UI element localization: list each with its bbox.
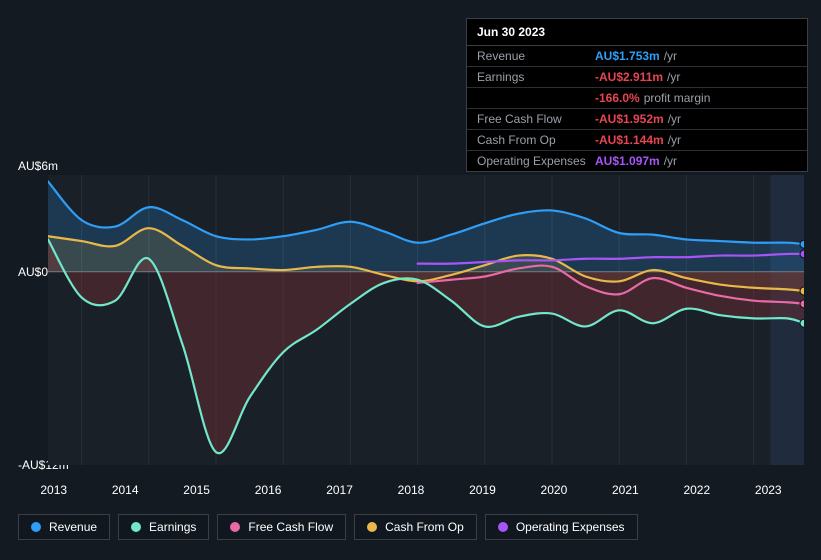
tooltip-date: Jun 30 2023: [467, 19, 807, 46]
tooltip-row-label: Free Cash Flow: [477, 112, 595, 126]
x-tick: 2020: [518, 483, 589, 497]
legend-item[interactable]: Revenue: [18, 514, 110, 540]
x-tick: 2013: [18, 483, 89, 497]
tooltip-row: RevenueAU$1.753m/yr: [467, 46, 807, 67]
tooltip-row-suffix: profit margin: [644, 91, 711, 105]
legend-swatch: [131, 522, 141, 532]
tooltip-row-label: [477, 91, 595, 105]
tooltip-row: Cash From Op-AU$1.144m/yr: [467, 130, 807, 151]
y-label-top: AU$6m: [18, 159, 58, 173]
legend: Revenue Earnings Free Cash Flow Cash From O…: [18, 514, 638, 540]
x-tick: 2018: [375, 483, 446, 497]
legend-swatch: [498, 522, 508, 532]
tooltip-row-label: Cash From Op: [477, 133, 595, 147]
legend-item[interactable]: Cash From Op: [354, 514, 477, 540]
tooltip-row-value: -AU$1.952m: [595, 112, 664, 126]
x-tick: 2022: [661, 483, 732, 497]
legend-label: Free Cash Flow: [248, 520, 333, 534]
legend-item[interactable]: Free Cash Flow: [217, 514, 346, 540]
legend-item[interactable]: Earnings: [118, 514, 209, 540]
data-tooltip: Jun 30 2023 RevenueAU$1.753m/yrEarnings-…: [466, 18, 808, 172]
x-tick: 2016: [232, 483, 303, 497]
tooltip-row-suffix: /yr: [668, 133, 681, 147]
legend-label: Earnings: [149, 520, 196, 534]
legend-swatch: [31, 522, 41, 532]
x-tick: 2019: [447, 483, 518, 497]
tooltip-row-suffix: /yr: [664, 49, 677, 63]
chart-area: AU$6m AU$0 -AU$12m: [18, 160, 804, 480]
y-label-zero: AU$0: [18, 265, 48, 279]
tooltip-row-value: AU$1.753m: [595, 49, 660, 63]
tooltip-row-suffix: /yr: [667, 70, 680, 84]
tooltip-row: -166.0% profit margin: [467, 88, 807, 109]
legend-label: Cash From Op: [385, 520, 464, 534]
legend-label: Revenue: [49, 520, 97, 534]
tooltip-row-label: Earnings: [477, 70, 595, 84]
legend-item[interactable]: Operating Expenses: [485, 514, 638, 540]
chart-svg[interactable]: [48, 175, 804, 465]
tooltip-row: Earnings-AU$2.911m/yr: [467, 67, 807, 88]
tooltip-row-suffix: /yr: [668, 112, 681, 126]
legend-swatch: [230, 522, 240, 532]
x-tick: 2015: [161, 483, 232, 497]
x-axis: 2013201420152016201720182019202020212022…: [18, 483, 804, 497]
x-tick: 2021: [590, 483, 661, 497]
tooltip-row-value: -166.0%: [595, 91, 640, 105]
x-tick: 2017: [304, 483, 375, 497]
tooltip-row: Free Cash Flow-AU$1.952m/yr: [467, 109, 807, 130]
tooltip-row-label: Revenue: [477, 49, 595, 63]
legend-swatch: [367, 522, 377, 532]
legend-label: Operating Expenses: [516, 520, 625, 534]
tooltip-row-value: -AU$1.144m: [595, 133, 664, 147]
x-tick: 2014: [89, 483, 160, 497]
x-tick: 2023: [733, 483, 804, 497]
tooltip-row-value: -AU$2.911m: [595, 70, 663, 84]
